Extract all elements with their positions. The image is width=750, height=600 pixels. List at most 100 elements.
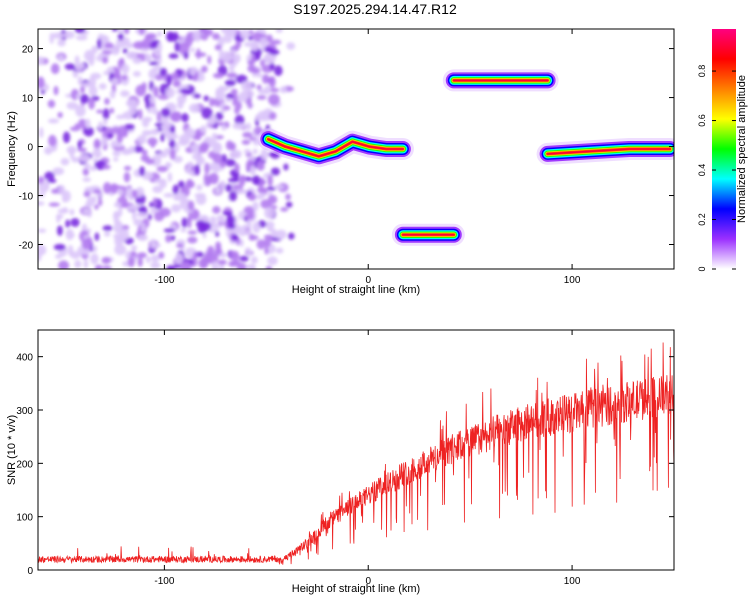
noise-blob — [110, 126, 121, 135]
noise-blob — [166, 132, 172, 142]
noise-blob — [66, 145, 77, 155]
noise-blob — [98, 83, 107, 90]
noise-blob — [235, 40, 242, 49]
noise-blob — [163, 193, 175, 198]
noise-blob — [267, 174, 273, 187]
noise-blob — [106, 133, 114, 139]
noise-blob — [80, 94, 89, 104]
noise-blob — [210, 114, 217, 125]
snr-ticks: -100 0 100 0 100 200 300 400 — [16, 330, 674, 587]
noise-blob — [114, 244, 127, 256]
noise-blob — [75, 34, 88, 41]
snr-series-line — [38, 342, 674, 565]
noise-blob — [69, 208, 75, 216]
noise-blob — [70, 217, 80, 227]
noise-blob — [193, 93, 201, 99]
noise-blob — [38, 228, 47, 233]
noise-blob — [214, 186, 222, 195]
noise-blob — [237, 101, 242, 110]
noise-blob — [112, 149, 121, 157]
noise-blob — [103, 118, 108, 126]
noise-blob — [195, 132, 202, 141]
noise-blob — [226, 72, 238, 78]
noise-blob — [270, 167, 281, 176]
noise-blob — [84, 49, 95, 62]
noise-blob — [137, 257, 143, 268]
noise-blob — [121, 74, 128, 81]
noise-blob — [141, 222, 146, 233]
noise-blob — [184, 35, 193, 48]
noise-blob — [125, 99, 138, 108]
noise-blob — [236, 262, 247, 269]
noise-blob — [255, 114, 262, 122]
noise-blob — [247, 211, 255, 220]
noise-blob — [148, 61, 159, 66]
noise-blob — [157, 41, 163, 53]
noise-blob — [102, 56, 109, 64]
noise-blob — [115, 114, 126, 120]
noise-blob — [77, 76, 83, 86]
noise-blob — [145, 256, 151, 264]
noise-blob — [237, 226, 248, 237]
noise-blob — [190, 47, 195, 53]
noise-blob — [149, 201, 154, 208]
noise-blob — [53, 243, 66, 251]
noise-blob — [218, 121, 224, 127]
snr-plot-area — [38, 330, 674, 570]
noise-blob — [266, 34, 273, 43]
colorbar: 0 0.2 0.4 0.6 0.8 Normalized spectral amplit… — [697, 29, 748, 272]
noise-blob — [57, 39, 66, 47]
noise-blob — [88, 85, 98, 97]
noise-blob — [55, 214, 64, 219]
noise-blob — [207, 245, 215, 256]
noise-blob — [132, 145, 144, 153]
noise-blob — [200, 125, 207, 134]
noise-blob — [199, 157, 206, 165]
noise-blob — [92, 158, 98, 163]
noise-blob — [53, 85, 59, 96]
noise-blob — [199, 29, 208, 34]
snr-panel: -100 0 100 0 100 200 300 400 Height of straight… — [6, 329, 675, 595]
noise-blob — [275, 229, 287, 240]
noise-blob — [217, 259, 227, 266]
noise-blob — [152, 197, 157, 207]
noise-blob — [83, 259, 89, 269]
noise-blob — [161, 121, 171, 133]
noise-blob — [78, 119, 87, 125]
spectrogram-y-tick-label: 20 — [22, 45, 34, 56]
spectrogram-x-tick-label: 100 — [564, 275, 581, 286]
noise-blob — [104, 42, 114, 49]
noise-blob — [120, 90, 130, 98]
spectrogram-frame — [37, 28, 675, 270]
noise-blob — [62, 193, 67, 203]
noise-blob — [245, 176, 252, 182]
noise-blob — [101, 50, 113, 55]
noise-blob — [40, 90, 46, 95]
noise-blob — [93, 189, 101, 194]
noise-blob — [189, 170, 195, 176]
noise-blob — [132, 41, 145, 50]
noise-blob — [47, 118, 60, 124]
spectrogram-x-label: Height of straight line (km) — [292, 284, 420, 296]
noise-blob — [77, 147, 87, 153]
noise-blob — [92, 245, 98, 253]
noise-blob — [249, 165, 256, 176]
noise-blob — [243, 148, 251, 154]
noise-blob — [181, 217, 188, 228]
noise-blob — [285, 201, 293, 208]
noise-blob — [247, 193, 257, 201]
colorbar-strip — [712, 29, 736, 269]
noise-blob — [153, 178, 166, 184]
noise-blob — [274, 65, 283, 77]
noise-blob — [94, 232, 100, 241]
noise-blob — [244, 229, 252, 235]
noise-blob — [167, 172, 173, 183]
noise-blob — [138, 166, 146, 177]
noise-blob — [169, 134, 179, 140]
spectrogram-y-tick-label: 10 — [22, 94, 34, 105]
noise-blob — [187, 200, 195, 211]
noise-blob — [215, 112, 224, 121]
noise-blob — [165, 162, 172, 168]
noise-blob — [252, 201, 259, 211]
noise-blob — [199, 221, 212, 232]
